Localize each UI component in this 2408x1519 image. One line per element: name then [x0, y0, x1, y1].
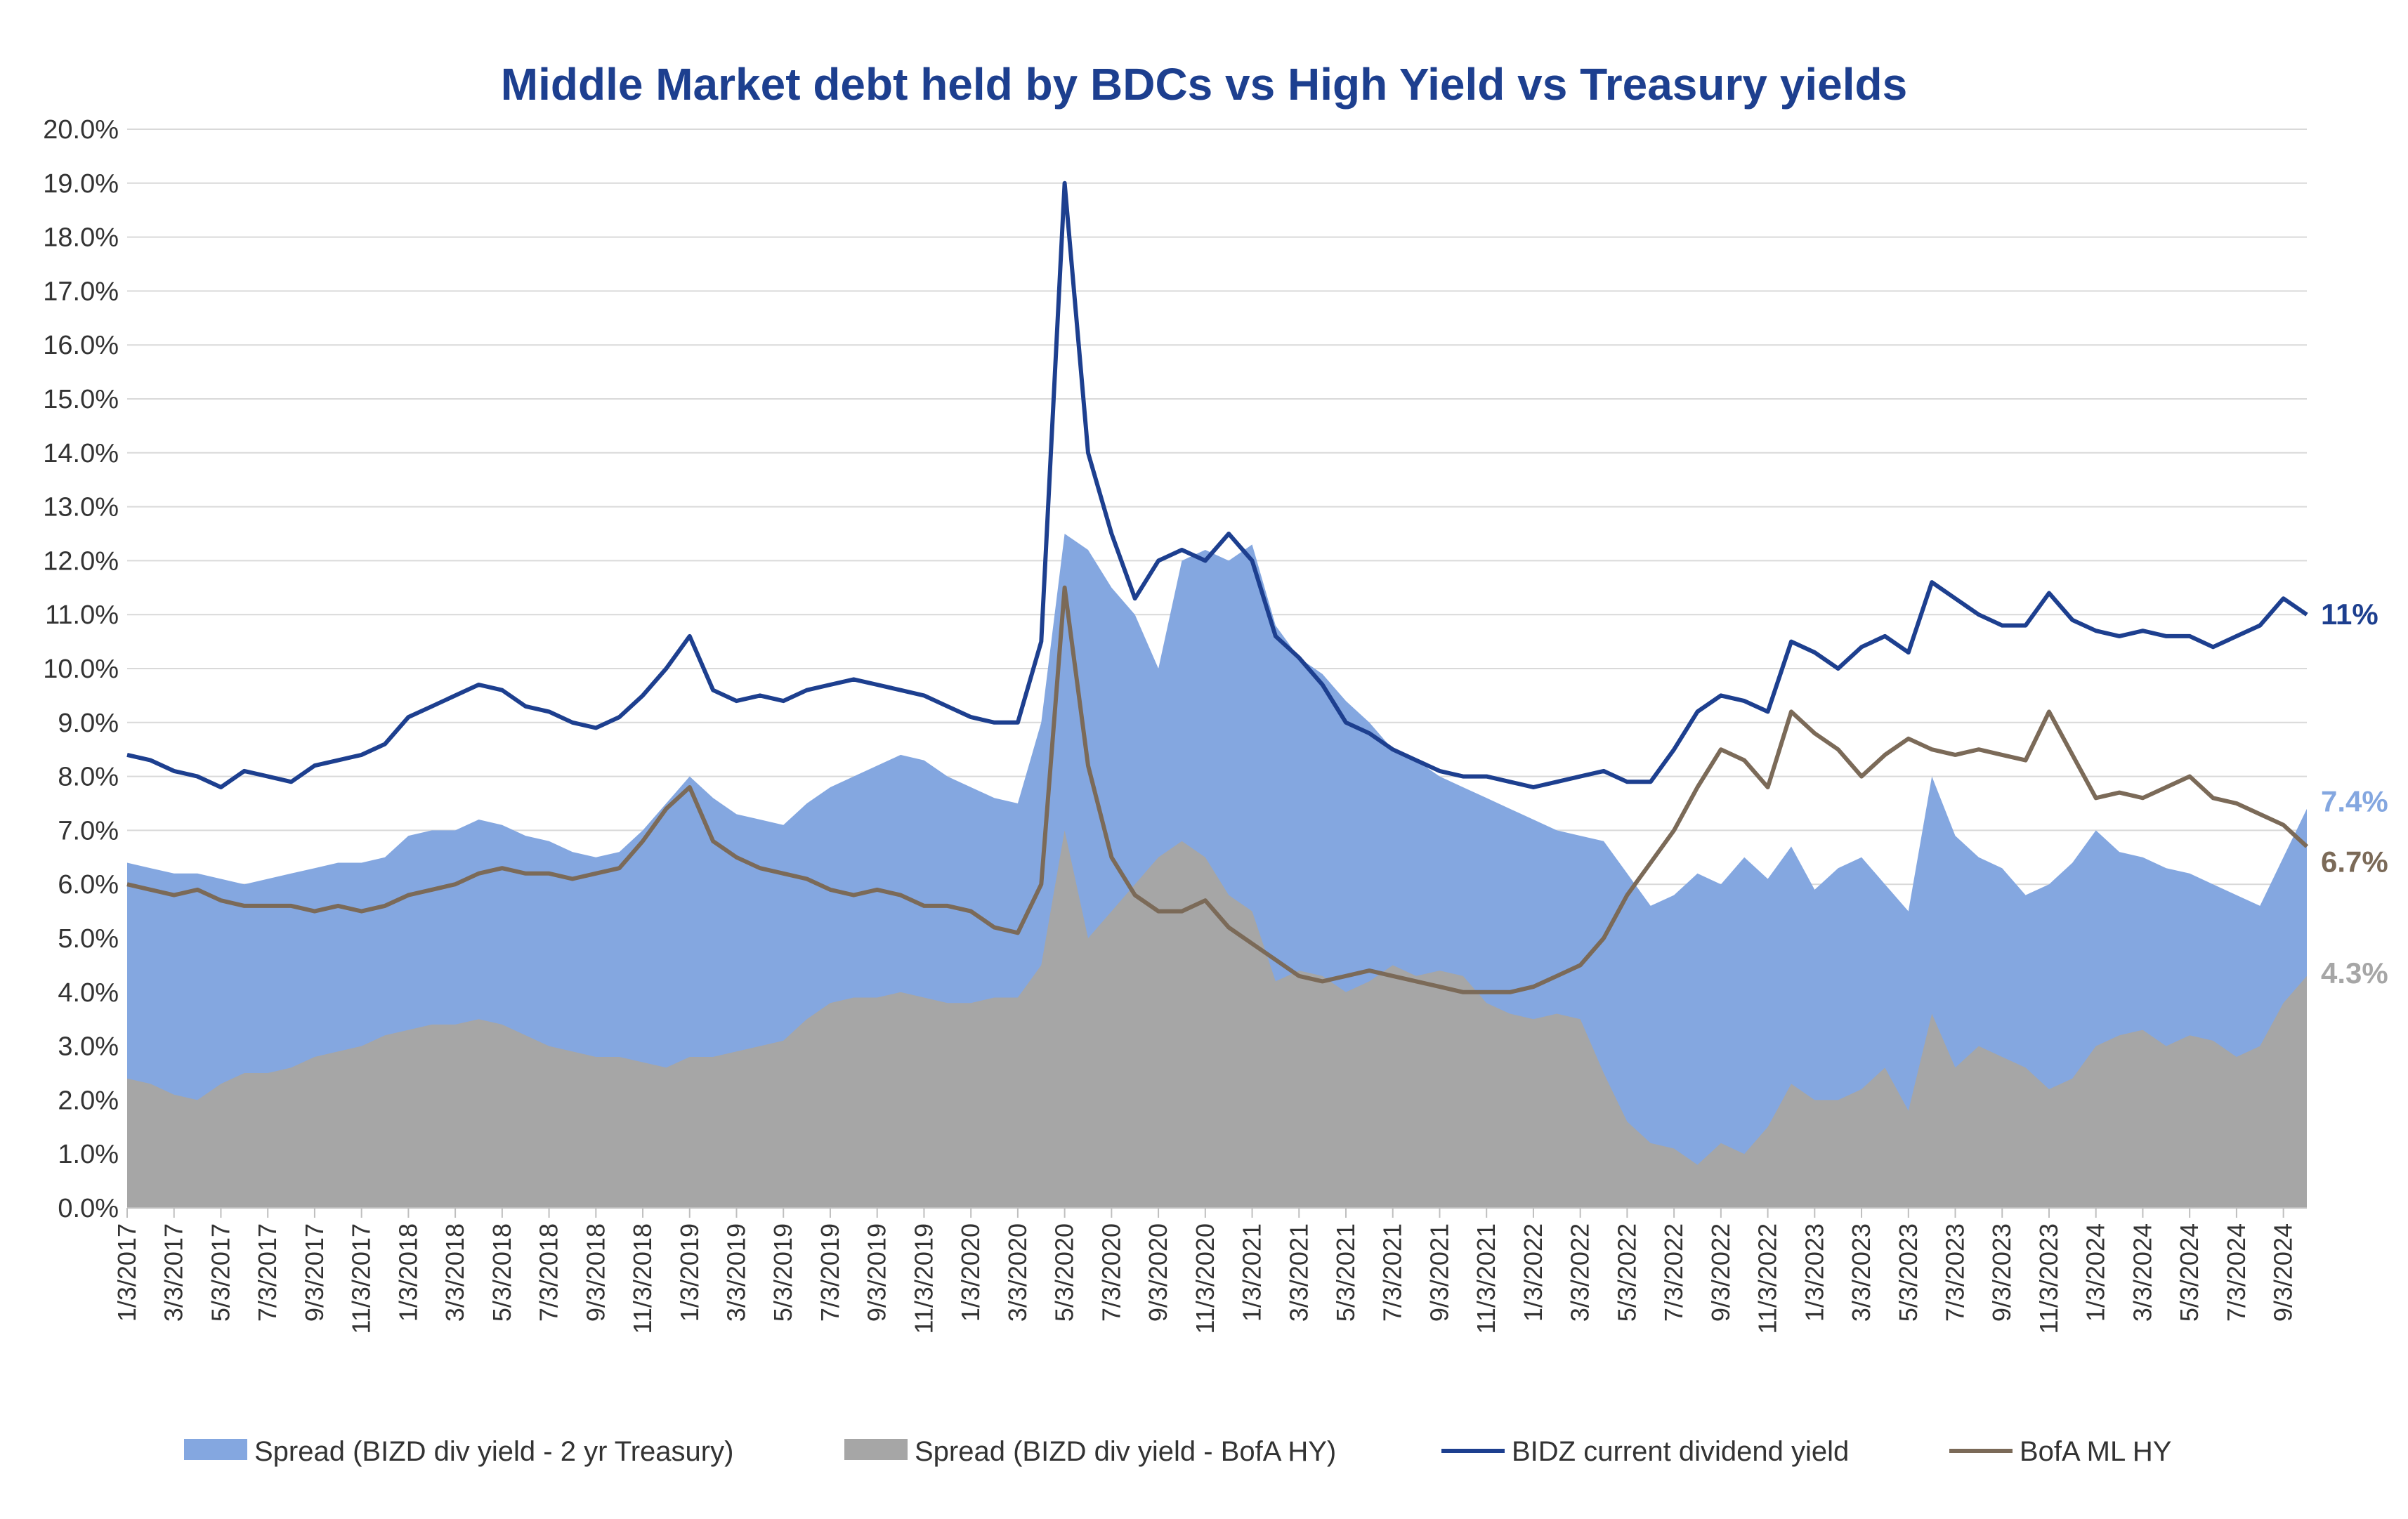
y-tick-label: 9.0% — [58, 709, 119, 738]
x-tick-label: 5/3/2023 — [1894, 1223, 1923, 1322]
legend-swatch — [184, 1439, 247, 1460]
x-tick-label: 9/3/2022 — [1706, 1223, 1735, 1322]
x-tick-label: 1/3/2022 — [1519, 1223, 1547, 1322]
x-tick-label: 7/3/2021 — [1378, 1223, 1407, 1322]
y-tick-label: 12.0% — [43, 546, 119, 576]
y-tick-label: 8.0% — [58, 763, 119, 792]
y-tick-label: 7.0% — [58, 816, 119, 846]
y-tick-label: 15.0% — [43, 385, 119, 414]
x-tick-label: 7/3/2017 — [253, 1223, 282, 1322]
x-tick-label: 1/3/2019 — [675, 1223, 704, 1322]
x-tick-label: 1/3/2018 — [393, 1223, 422, 1322]
end-label: 7.4% — [2321, 785, 2388, 818]
x-tick-label: 5/3/2022 — [1612, 1223, 1641, 1322]
legend: Spread (BIZD div yield - 2 yr Treasury) S… — [184, 1436, 2171, 1467]
x-tick-label: 9/3/2019 — [863, 1223, 891, 1322]
x-tick-label: 5/3/2017 — [206, 1223, 235, 1322]
x-tick-label: 5/3/2018 — [488, 1223, 516, 1322]
series-line-2 — [126, 180, 2308, 789]
x-tick-label: 5/3/2024 — [2175, 1223, 2204, 1322]
x-tick-label: 7/3/2018 — [535, 1223, 563, 1322]
x-tick-label: 9/3/2018 — [581, 1223, 610, 1322]
x-tick-label: 3/3/2020 — [1003, 1223, 1032, 1322]
x-tick-label: 11/3/2018 — [628, 1223, 657, 1334]
legend-label: Spread (BIZD div yield - 2 yr Treasury) — [254, 1436, 733, 1467]
x-tick-label: 11/3/2021 — [1472, 1223, 1500, 1334]
legend-label: BIDZ current dividend yield — [1512, 1436, 1849, 1467]
x-axis: 1/3/2017 3/3/2017 5/3/2017 7/3/2017 9/3/2017… — [112, 1207, 2307, 1334]
x-tick-label: 3/3/2019 — [722, 1223, 751, 1322]
x-tick-label: 3/3/2021 — [1284, 1223, 1313, 1322]
x-tick-label: 3/3/2024 — [2128, 1223, 2157, 1322]
x-tick-label: 7/3/2023 — [1941, 1223, 1970, 1322]
x-tick-label: 3/3/2017 — [159, 1223, 188, 1322]
end-labels: 7.4% 4.3% 11% 6.7% — [2321, 598, 2388, 989]
end-label: 11% — [2321, 598, 2378, 631]
x-tick-label: 7/3/2022 — [1659, 1223, 1688, 1322]
legend-label: BofA ML HY — [2020, 1436, 2171, 1467]
series-area-1 — [127, 830, 2307, 1208]
x-tick-label: 11/3/2023 — [2034, 1223, 2063, 1334]
y-tick-label: 1.0% — [58, 1140, 119, 1169]
y-tick-label: 19.0% — [43, 169, 119, 199]
x-tick-label: 11/3/2020 — [1191, 1223, 1219, 1334]
x-tick-label: 11/3/2022 — [1753, 1223, 1782, 1334]
x-tick-label: 11/3/2019 — [909, 1223, 938, 1334]
x-tick-label: 9/3/2024 — [2269, 1223, 2298, 1322]
x-tick-label: 5/3/2020 — [1050, 1223, 1079, 1322]
x-tick-label: 3/3/2022 — [1566, 1223, 1595, 1322]
end-label: 4.3% — [2321, 956, 2388, 989]
plot-area — [126, 180, 2309, 1208]
y-tick-label: 5.0% — [58, 924, 119, 954]
x-tick-label: 1/3/2024 — [2081, 1223, 2110, 1322]
legend-swatch — [844, 1439, 908, 1460]
x-tick-label: 7/3/2024 — [2222, 1223, 2251, 1322]
x-tick-label: 5/3/2019 — [768, 1223, 797, 1322]
x-tick-label: 7/3/2019 — [816, 1223, 844, 1322]
y-tick-label: 2.0% — [58, 1086, 119, 1115]
series-area-0 — [127, 534, 2307, 1208]
x-tick-label: 7/3/2020 — [1097, 1223, 1125, 1322]
y-tick-label: 6.0% — [58, 870, 119, 900]
x-tick-label: 5/3/2021 — [1331, 1223, 1360, 1322]
y-tick-label: 3.0% — [58, 1032, 119, 1062]
x-tick-label: 3/3/2023 — [1847, 1223, 1876, 1322]
series-line-3 — [126, 585, 2309, 994]
chart-title: Middle Market debt held by BDCs vs High … — [501, 59, 1907, 110]
end-label: 6.7% — [2321, 845, 2388, 878]
x-tick-label: 9/3/2020 — [1144, 1223, 1172, 1322]
x-tick-label: 9/3/2023 — [1987, 1223, 2016, 1322]
x-tick-label: 9/3/2021 — [1425, 1223, 1453, 1322]
x-tick-label: 9/3/2017 — [300, 1223, 329, 1322]
y-tick-label: 11.0% — [45, 600, 119, 630]
y-tick-label: 17.0% — [43, 277, 119, 306]
legend-label: Spread (BIZD div yield - BofA HY) — [915, 1436, 1336, 1467]
x-tick-label: 1/3/2021 — [1238, 1223, 1267, 1322]
x-tick-label: 1/3/2017 — [112, 1223, 141, 1322]
y-tick-label: 16.0% — [43, 331, 119, 360]
y-tick-label: 18.0% — [43, 223, 119, 253]
y-tick-label: 4.0% — [58, 978, 119, 1008]
y-tick-label: 10.0% — [43, 655, 119, 684]
x-tick-label: 1/3/2023 — [1800, 1223, 1828, 1322]
x-tick-label: 3/3/2018 — [440, 1223, 469, 1322]
y-tick-label: 20.0% — [43, 115, 119, 145]
x-tick-label: 1/3/2020 — [956, 1223, 985, 1322]
y-axis-tick-labels: 0.0% 1.0% 2.0% 3.0% 4.0% 5.0% 6.0% 7.0% 8.0% 9.0%… — [43, 115, 119, 1223]
y-tick-label: 13.0% — [43, 493, 119, 522]
y-tick-label: 14.0% — [43, 439, 119, 468]
y-tick-label: 0.0% — [58, 1194, 119, 1223]
x-tick-label: 11/3/2017 — [347, 1223, 376, 1334]
